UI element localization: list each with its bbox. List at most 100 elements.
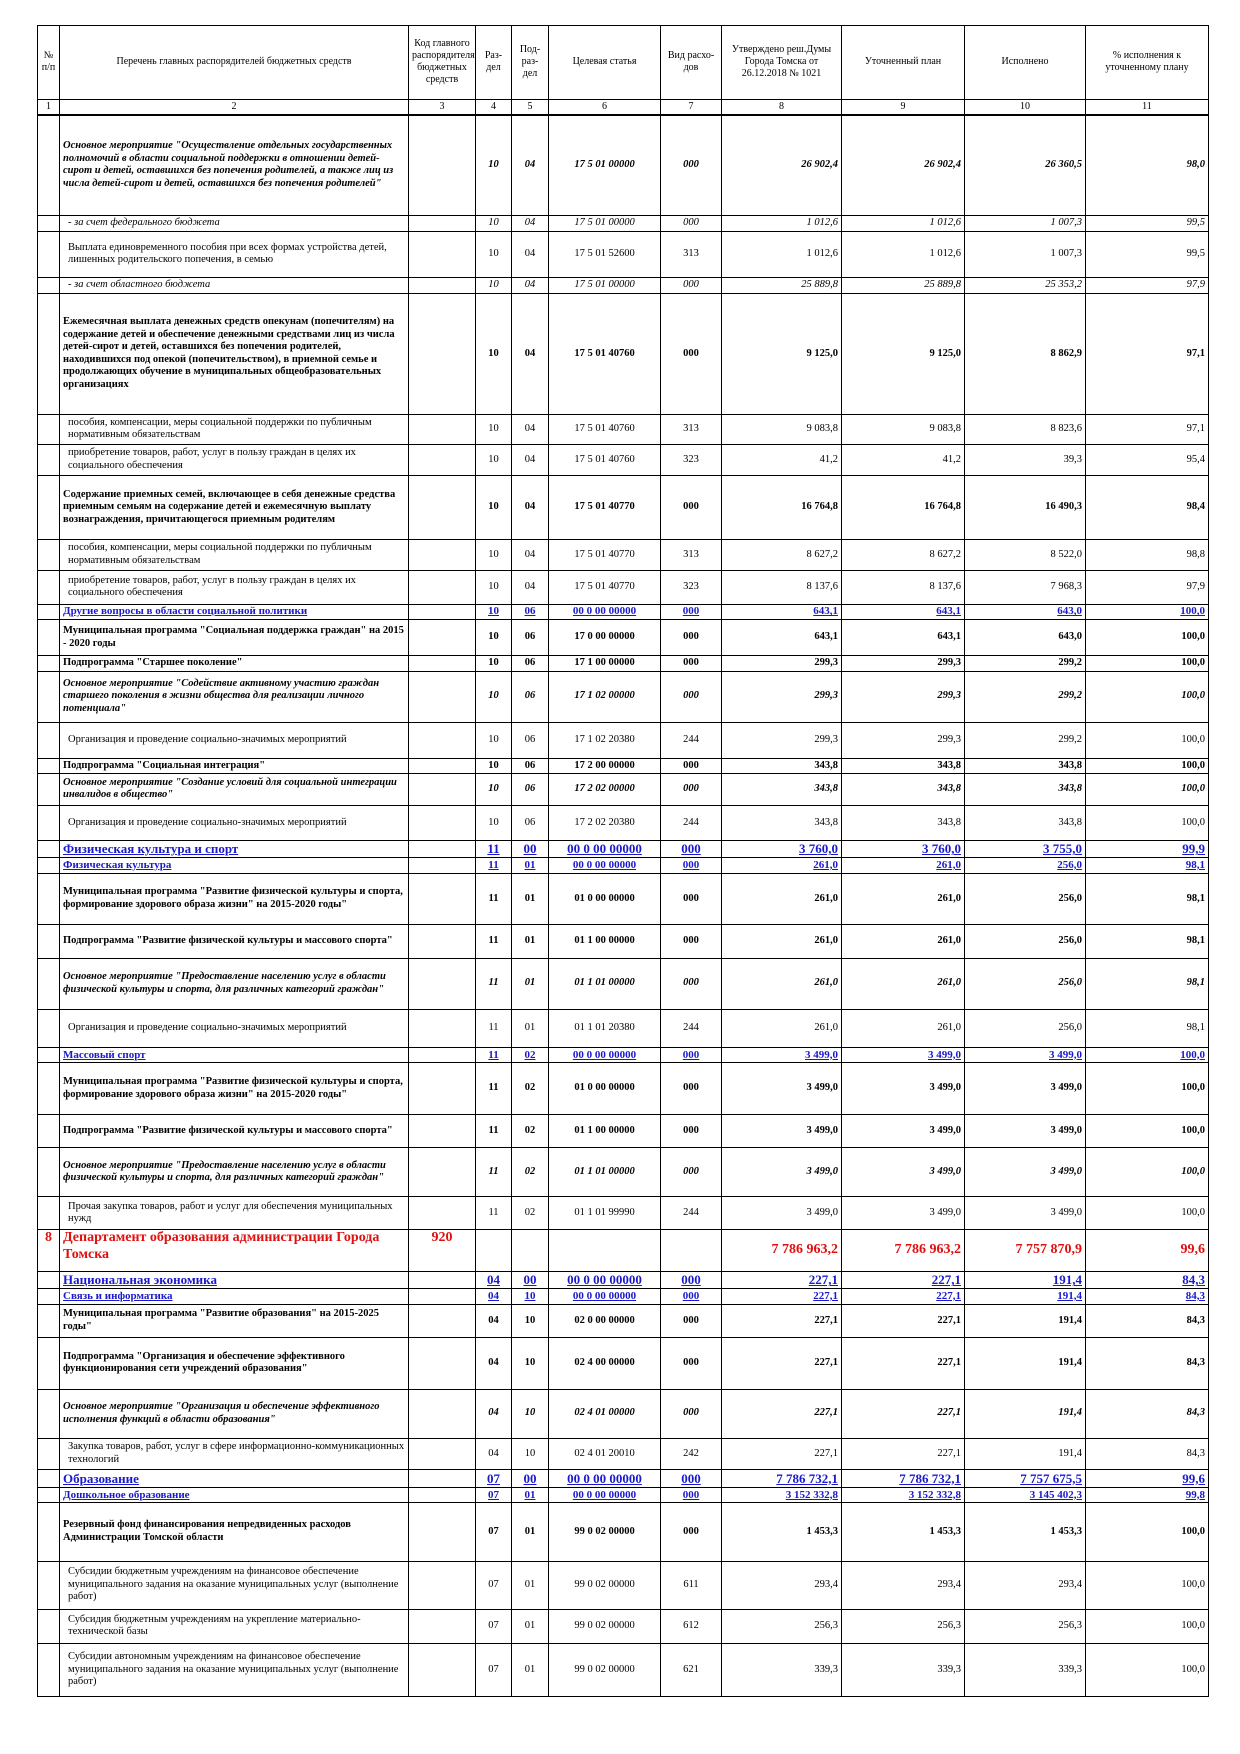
table-cell: 293,4 xyxy=(964,1560,1086,1610)
table-cell: Выплата единовременного пособия при всех… xyxy=(59,230,409,279)
table-cell: 3 499,0 xyxy=(964,1147,1086,1198)
table-cell: 256,0 xyxy=(964,857,1086,874)
table-cell: 100,0 xyxy=(1085,804,1209,842)
table-cell: 95,4 xyxy=(1085,443,1209,477)
table-row: Муниципальная программа "Развитие физиче… xyxy=(37,872,1209,926)
table-row: Подпрограмма "Развитие физической культу… xyxy=(37,1113,1209,1149)
table-cell: 1 453,3 xyxy=(964,1502,1086,1562)
table-cell: 10 xyxy=(511,1303,549,1339)
column-number: 10 xyxy=(964,98,1086,116)
table-cell: 02 4 01 20010 xyxy=(548,1437,661,1470)
table-cell: 256,3 xyxy=(841,1608,965,1645)
table-cell: 10 xyxy=(475,293,512,415)
table-cell xyxy=(408,872,476,926)
table-cell: Основное мероприятие "Создание условий д… xyxy=(59,773,409,806)
table-row: Основное мероприятие "Содействие активно… xyxy=(37,670,1209,723)
table-cell: 01 xyxy=(511,1608,549,1645)
table-cell: 256,0 xyxy=(964,1008,1086,1048)
table-row: - за счет областного бюджета 10 04 17 5 01 … xyxy=(37,277,1209,295)
table-cell: 10 xyxy=(475,757,512,775)
table-cell: Массовый спорт xyxy=(59,1046,409,1064)
table-cell: 343,8 xyxy=(721,804,842,842)
table-cell: приобретение товаров, работ, услуг в пол… xyxy=(59,443,409,477)
table-cell xyxy=(408,924,476,959)
table-cell: Основное мероприятие "Организация и обес… xyxy=(59,1388,409,1439)
table-cell: 244 xyxy=(660,1196,722,1230)
table-cell: 100,0 xyxy=(1085,1608,1209,1645)
table-cell: 343,8 xyxy=(964,804,1086,842)
column-header: Исполнено xyxy=(964,25,1086,100)
table-cell: 10 xyxy=(475,214,512,232)
table-cell: 191,4 xyxy=(964,1288,1086,1305)
table-cell: 000 xyxy=(660,1062,722,1115)
table-cell xyxy=(408,603,476,621)
table-cell xyxy=(37,1062,60,1115)
table-row: Субсидии бюджетным учреждениям на финанс… xyxy=(37,1560,1209,1610)
table-cell: 8 xyxy=(37,1228,60,1273)
column-header: Раз-дел xyxy=(475,25,512,100)
table-cell: 1 012,6 xyxy=(841,214,965,232)
table-cell: 299,2 xyxy=(964,654,1086,672)
table-cell: 3 499,0 xyxy=(721,1196,842,1230)
table-cell: 8 862,9 xyxy=(964,293,1086,415)
table-cell xyxy=(37,1608,60,1645)
table-cell xyxy=(37,230,60,279)
table-cell: 02 0 00 00000 xyxy=(548,1303,661,1339)
table-cell: 299,3 xyxy=(841,670,965,723)
table-cell: 293,4 xyxy=(721,1560,842,1610)
column-header: Утверждено реш.Думы Города Томска от 26.… xyxy=(721,25,842,100)
table-cell: 10 xyxy=(475,773,512,806)
table-row: приобретение товаров, работ, услуг в пол… xyxy=(37,443,1209,477)
table-cell: Субсидии автономным учреждениям на финан… xyxy=(59,1643,409,1697)
table-cell: 17 1 00 00000 xyxy=(548,654,661,672)
table-cell: 227,1 xyxy=(841,1303,965,1339)
table-row: - за счет федерального бюджета 10 04 17 5 0… xyxy=(37,214,1209,232)
table-cell: 323 xyxy=(660,570,722,605)
table-cell: 17 5 01 40760 xyxy=(548,443,661,477)
table-cell: 11 xyxy=(475,1196,512,1230)
table-cell: Подпрограмма "Социальная интеграция" xyxy=(59,757,409,775)
table-cell: 06 xyxy=(511,619,549,656)
table-cell: 10 xyxy=(475,538,512,572)
table-cell: 261,0 xyxy=(721,1008,842,1048)
table-row: Связь и информатика 04 10 00 0 00 00000 000 2… xyxy=(37,1288,1209,1305)
table-cell: 10 xyxy=(475,230,512,279)
table-cell: 1 007,3 xyxy=(964,214,1086,232)
table-cell: Образование xyxy=(59,1468,409,1488)
table-cell xyxy=(408,721,476,759)
table-cell: 01 xyxy=(511,1560,549,1610)
table-cell: Содержание приемных семей, включающее в … xyxy=(59,475,409,540)
table-cell: 07 xyxy=(475,1502,512,1562)
table-cell: 000 xyxy=(660,1147,722,1198)
table-cell: 227,1 xyxy=(841,1437,965,1470)
table-cell: Организация и проведение социально-значи… xyxy=(59,721,409,759)
table-cell: 06 xyxy=(511,670,549,723)
table-cell xyxy=(548,1228,661,1273)
table-cell: 261,0 xyxy=(721,857,842,874)
table-cell: 17 5 01 00000 xyxy=(548,214,661,232)
table-cell xyxy=(37,1437,60,1470)
table-cell: 227,1 xyxy=(721,1388,842,1439)
table-cell xyxy=(37,1486,60,1504)
table-cell: 1 012,6 xyxy=(721,214,842,232)
table-cell: 01 xyxy=(511,924,549,959)
column-number-row: 1 2 3 4 5 6 7 8 9 10 11 xyxy=(37,98,1209,116)
table-cell xyxy=(408,1062,476,1115)
table-cell: 000 xyxy=(660,1337,722,1390)
table-cell: 100,0 xyxy=(1085,757,1209,775)
column-number: 1 xyxy=(37,98,60,116)
table-cell: 3 499,0 xyxy=(841,1062,965,1115)
table-row: Физическая культура 11 01 00 0 00 00000 000 2… xyxy=(37,857,1209,874)
table-cell xyxy=(408,538,476,572)
table-cell: 04 xyxy=(511,475,549,540)
table-cell: 00 0 00 00000 xyxy=(548,840,661,858)
table-cell: 000 xyxy=(660,1288,722,1305)
table-cell: 99,8 xyxy=(1085,1486,1209,1504)
table-cell: 100,0 xyxy=(1085,654,1209,672)
table-cell: 643,1 xyxy=(841,603,965,621)
table-cell: 242 xyxy=(660,1437,722,1470)
table-cell xyxy=(37,214,60,232)
table-cell: 323 xyxy=(660,443,722,477)
table-cell xyxy=(408,1437,476,1470)
table-cell: 02 xyxy=(511,1196,549,1230)
